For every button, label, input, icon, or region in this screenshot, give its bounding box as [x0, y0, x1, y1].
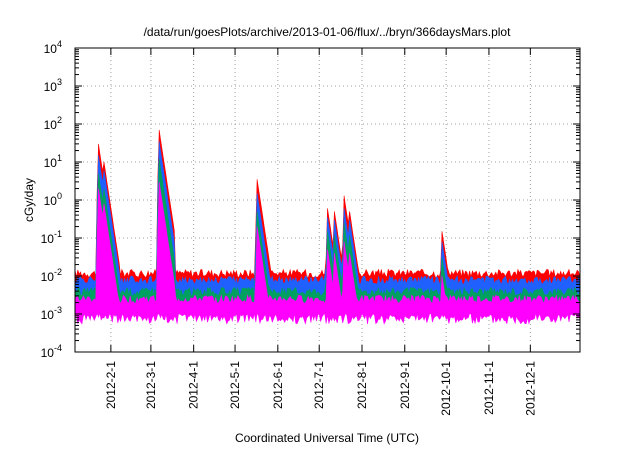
y-tick-label: 102: [44, 115, 62, 132]
x-tick-label: 2012-6-1: [271, 361, 285, 409]
x-tick-label: 2012-10-1: [439, 361, 453, 416]
x-tick-label: 2012-8-1: [355, 361, 369, 409]
y-tick-label: 101: [44, 153, 62, 170]
x-tick-label: 2012-2-1: [104, 361, 118, 409]
x-tick-label: 2012-12-1: [523, 361, 537, 416]
x-tick-label: 2012-7-1: [312, 361, 326, 409]
y-tick-label: 10-3: [41, 305, 62, 322]
data-series: [74, 129, 581, 325]
y-tick-label: 10-2: [41, 267, 62, 284]
y-tick-label: 10-4: [41, 343, 62, 360]
x-tick-label: 2012-11-1: [482, 361, 496, 415]
y-tick-label: 104: [44, 39, 62, 56]
y-tick-label: 10-1: [41, 229, 62, 246]
chart-title: /data/run/goesPlots/archive/2013-01-06/f…: [144, 25, 512, 39]
x-tick-label: 2012-9-1: [398, 361, 412, 409]
x-tick-label: 2012-3-1: [144, 361, 158, 409]
axis-ticks: 10-4 10-3 10-2 10-1 100 101 102 103 104 2012-2-1 2…: [41, 39, 580, 416]
y-axis-title: cGy/day: [22, 178, 36, 222]
x-tick-label: 2012-4-1: [187, 361, 201, 409]
y-tick-label: 103: [44, 77, 62, 94]
y-tick-label: 100: [44, 191, 62, 208]
x-axis-title: Coordinated Universal Time (UTC): [235, 431, 419, 445]
x-tick-label: 2012-5-1: [228, 361, 242, 409]
